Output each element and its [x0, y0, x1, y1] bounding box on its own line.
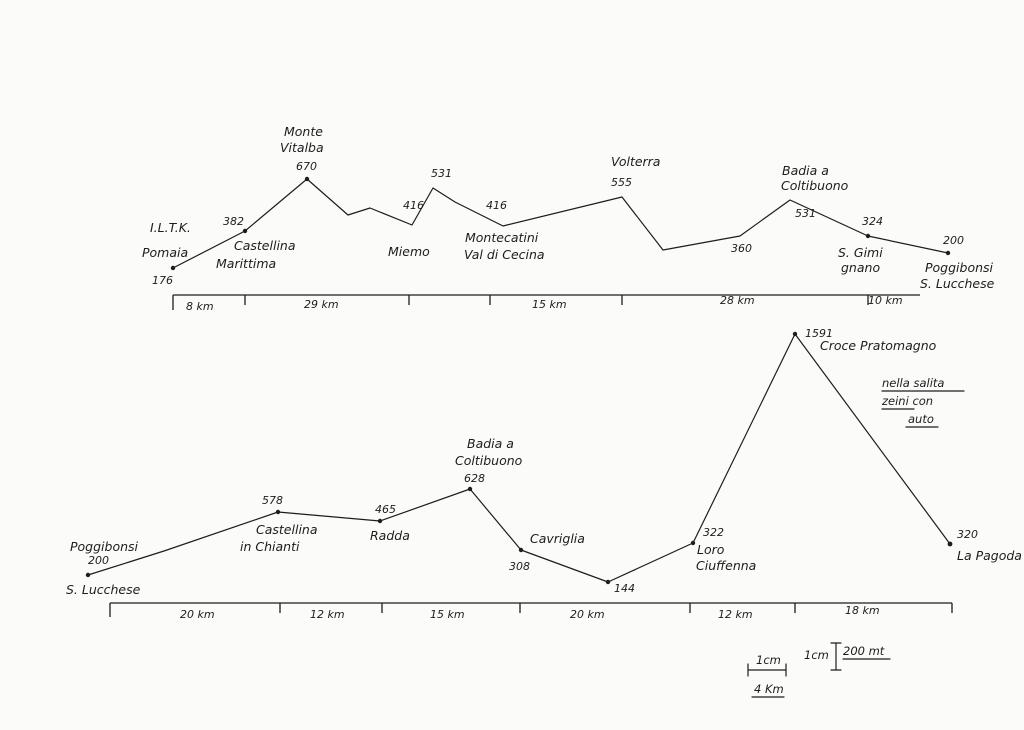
- elevation-label: 531: [795, 207, 816, 220]
- elevation-label: 416: [403, 199, 424, 212]
- climb-note: nella salita zeini con auto: [881, 376, 965, 428]
- scale-horizontal-top: 1cm: [756, 653, 781, 667]
- profile-1-line: [172, 178, 949, 269]
- profile-point-dot: [690, 540, 696, 546]
- elevation-label: 322: [703, 526, 724, 539]
- segment-distance: 12 km: [718, 608, 753, 621]
- scale-horizontal-bottom: 4 Km: [754, 682, 784, 696]
- place-label: Poggibonsi: [70, 539, 139, 554]
- elevation-label: 382: [223, 215, 244, 228]
- place-label: Badia a: [467, 436, 514, 451]
- place-label: Vitalba: [280, 140, 324, 155]
- profile-point-dot: [304, 176, 310, 182]
- place-label: Monte: [284, 124, 323, 139]
- profile-point-dot: [605, 579, 611, 585]
- place-label: La Pagoda: [957, 548, 1022, 563]
- profile-point-dot: [865, 233, 871, 239]
- place-label: Ciuffenna: [696, 558, 756, 573]
- elevation-label: 1591: [805, 327, 833, 340]
- elevation-label: 144: [614, 582, 635, 595]
- segment-distance: 28 km: [720, 294, 755, 307]
- segment-distance: 8 km: [186, 300, 214, 313]
- elevation-label: 670: [296, 160, 317, 173]
- profile-2: Poggibonsi 200 S. Lucchese 578 Castellin…: [66, 327, 1022, 621]
- elevation-label: 360: [731, 242, 752, 255]
- note-line: nella salita: [882, 376, 944, 390]
- place-label: Poggibonsi: [925, 260, 994, 275]
- profile-point-dot: [85, 572, 91, 578]
- segment-distance: 15 km: [532, 298, 567, 311]
- scale-vertical-right: 200 mt: [843, 644, 885, 658]
- profile-point-dot: [947, 541, 953, 547]
- elevation-label: 531: [431, 167, 452, 180]
- place-label: Miemo: [388, 244, 430, 259]
- place-label: Castellina: [256, 522, 318, 537]
- elevation-label: 308: [509, 560, 530, 573]
- profile-point-dot: [242, 228, 248, 234]
- place-label: S. Lucchese: [920, 276, 995, 291]
- profile-1-distance-axis: 8 km 29 km 15 km 28 km 10 km: [172, 294, 920, 313]
- place-label: Radda: [370, 528, 410, 543]
- profile-point-dot: [170, 265, 176, 271]
- place-label: S. Lucchese: [66, 582, 141, 597]
- profile-point-dot: [377, 518, 383, 524]
- note-line: zeini con: [881, 394, 933, 408]
- elevation-label: 200: [943, 234, 964, 247]
- place-label: Cavriglia: [530, 531, 585, 546]
- profile-2-dots: [85, 331, 953, 585]
- segment-distance: 12 km: [310, 608, 345, 621]
- elevation-label: 320: [957, 528, 978, 541]
- profile-point-dot: [518, 547, 524, 553]
- profile-1-dots: [170, 176, 951, 271]
- place-label: Val di Cecina: [464, 247, 545, 262]
- profile-point-dot: [945, 250, 951, 256]
- profile-1-header: I.L.T.K.: [150, 220, 191, 235]
- scale-legend: 1cm 4 Km 1cm 200 mt: [747, 642, 891, 698]
- place-label: Coltibuono: [455, 453, 523, 468]
- elevation-label: 628: [464, 472, 485, 485]
- profile-2-distance-axis: 20 km 12 km 15 km 20 km 12 km 18 km: [109, 602, 953, 621]
- profile-2-line: [87, 333, 951, 583]
- place-label: Montecatini: [465, 230, 539, 245]
- elevation-label: 324: [862, 215, 883, 228]
- profile-point-dot: [275, 509, 281, 515]
- segment-distance: 20 km: [570, 608, 605, 621]
- elevation-label: 416: [486, 199, 507, 212]
- segment-distance: 10 km: [868, 294, 903, 307]
- segment-distance: 18 km: [845, 604, 880, 617]
- elevation-label: 555: [611, 176, 632, 189]
- place-label: Loro: [697, 542, 725, 557]
- scale-vertical-left: 1cm: [804, 648, 829, 662]
- segment-distance: 29 km: [304, 298, 339, 311]
- place-label: Badia a: [782, 163, 829, 178]
- profile-point-dot: [792, 331, 798, 337]
- segment-distance: 20 km: [180, 608, 215, 621]
- place-label: gnano: [841, 260, 880, 275]
- place-label: Volterra: [611, 154, 660, 169]
- segment-distance: 15 km: [430, 608, 465, 621]
- place-label: Castellina: [234, 238, 296, 253]
- place-label: S. Gimi: [838, 245, 883, 260]
- place-label: Croce Pratomagno: [820, 338, 937, 353]
- place-label: Marittima: [216, 256, 276, 271]
- place-label: Pomaia: [142, 245, 188, 260]
- profile-point-dot: [467, 486, 473, 492]
- profile-1: I.L.T.K. 176 Pomaia 382 Castellina Marit…: [142, 124, 995, 313]
- elevation-label: 176: [152, 274, 173, 287]
- note-line: auto: [908, 412, 934, 426]
- place-label: in Chianti: [240, 539, 300, 554]
- elevation-label: 200: [88, 554, 109, 567]
- place-label: Coltibuono: [781, 178, 849, 193]
- elevation-label: 465: [375, 503, 396, 516]
- elevation-label: 578: [262, 494, 283, 507]
